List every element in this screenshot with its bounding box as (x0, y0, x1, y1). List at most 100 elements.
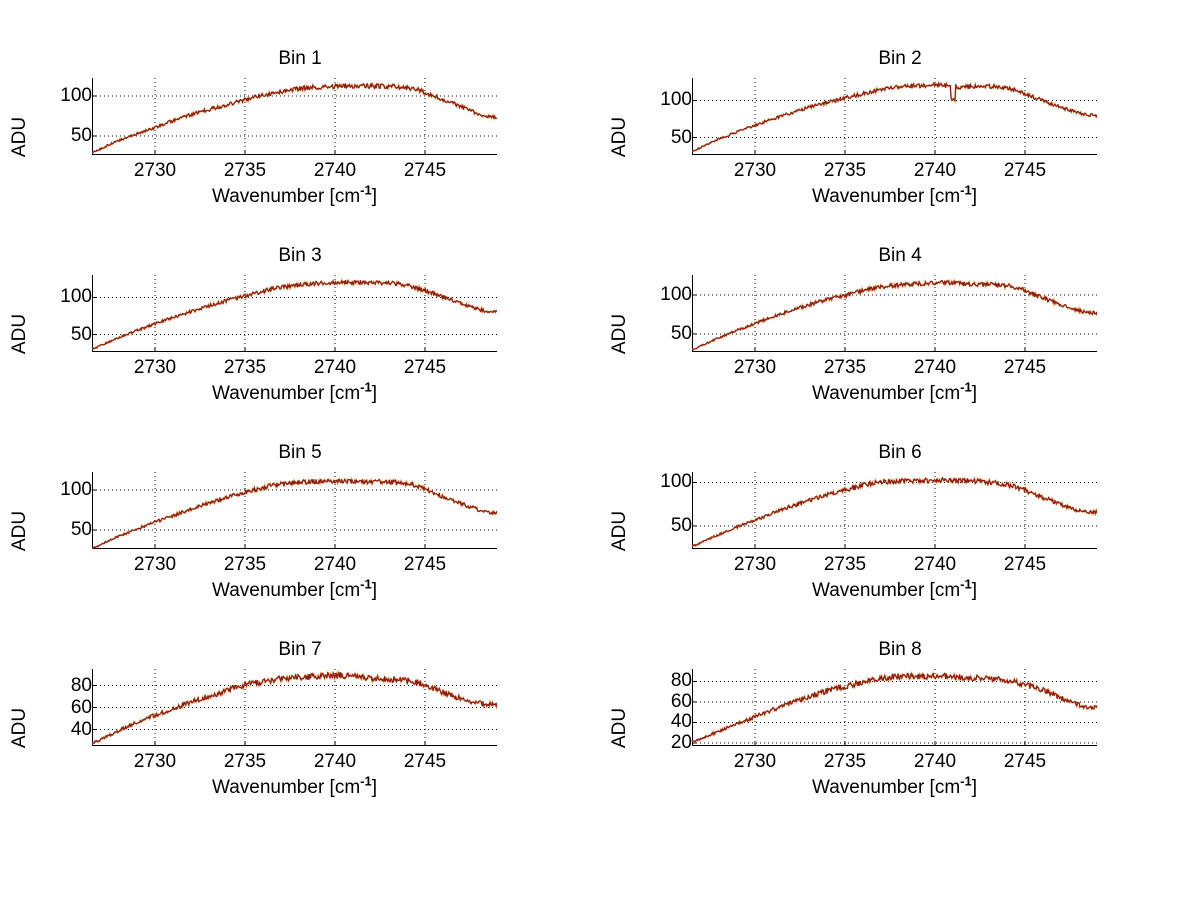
spectrum-trace (692, 672, 1097, 742)
x-axis-label: Wavenumber [cm-1] (692, 182, 1097, 208)
y-tick-labels: 50 100 (640, 468, 692, 568)
x-axis-label-exponent: -1 (960, 379, 972, 395)
panel-title: Bin 8 (878, 639, 922, 660)
spectrum-trace (692, 279, 1097, 351)
x-axis-label-bracket: ] (971, 383, 977, 404)
y-tick-labels: 50 100 (40, 468, 92, 568)
panel-title: Bin 6 (878, 442, 922, 463)
x-axis-label-bracket: ] (971, 186, 977, 207)
x-tick-label: 2735 (823, 554, 867, 575)
spectrum-trace (692, 477, 1097, 547)
spectrum-trace-under (92, 81, 497, 154)
y-axis-label: ADU (9, 510, 30, 552)
spectrum-trace (692, 82, 1097, 152)
plot-area (92, 78, 497, 156)
x-tick-label: 2745 (403, 357, 447, 378)
y-tick-labels: 20 40 60 80 (640, 665, 692, 765)
axes-area: ADU 50 100 2730 2735 2740 2745 Wavenumber [cm-1… (0, 271, 600, 437)
y-tick-labels: 50 100 (640, 271, 692, 371)
plot-panel-bin-1: Bin 1 ADU 50 100 2730 2735 2740 2745 Wavenumber … (0, 40, 600, 240)
x-tick-labels: 2730 2735 2740 2745 (692, 357, 1097, 383)
x-axis-label-text: Wavenumber [cm (811, 186, 961, 207)
y-tick-label: 50 (70, 125, 92, 147)
axes-area: ADU 50 100 2730 2735 2740 2745 Wavenumber [cm-1… (600, 468, 1200, 634)
y-tick-label: 60 (670, 690, 692, 712)
x-axis-label-exponent: -1 (360, 773, 372, 789)
plot-panel-bin-5: Bin 5 ADU 50 100 2730 2735 2740 2745 Wavenumber … (0, 434, 600, 634)
x-tick-label: 2735 (223, 554, 267, 575)
x-axis-label-exponent: -1 (960, 773, 972, 789)
x-tick-label: 2740 (913, 160, 957, 181)
x-tick-labels: 2730 2735 2740 2745 (92, 160, 497, 186)
x-axis-label: Wavenumber [cm-1] (692, 379, 1097, 405)
y-tick-label: 100 (660, 471, 692, 493)
plot-area (92, 669, 497, 747)
y-tick-label: 80 (70, 674, 92, 696)
x-axis-label-text: Wavenumber [cm (811, 580, 961, 601)
x-tick-label: 2740 (313, 160, 357, 181)
spectrum-trace-under (692, 80, 1097, 153)
y-tick-label: 50 (670, 515, 692, 537)
y-tick-label: 50 (670, 322, 692, 344)
x-tick-label: 2730 (133, 357, 177, 378)
y-axis-label: ADU (609, 510, 630, 552)
x-tick-label: 2735 (823, 357, 867, 378)
x-tick-label: 2735 (823, 751, 867, 772)
x-axis-label-exponent: -1 (360, 182, 372, 198)
x-axis-label: Wavenumber [cm-1] (692, 576, 1097, 602)
x-tick-label: 2745 (403, 554, 447, 575)
axes-area: ADU 50 100 2730 2735 2740 2745 Wavenumber [cm-1… (600, 74, 1200, 240)
plot-panel-bin-7: Bin 7 ADU 40 60 80 2730 2735 2740 2745 Wavenumber… (0, 631, 600, 831)
y-tick-labels: 50 100 (40, 271, 92, 371)
x-axis-label: Wavenumber [cm-1] (92, 379, 497, 405)
x-axis-label-text: Wavenumber [cm (811, 383, 961, 404)
x-tick-label: 2730 (133, 751, 177, 772)
plot-panel-bin-3: Bin 3 ADU 50 100 2730 2735 2740 2745 Wavenumber … (0, 237, 600, 437)
x-axis-label-text: Wavenumber [cm (211, 777, 361, 798)
x-axis-label: Wavenumber [cm-1] (92, 578, 497, 602)
y-tick-labels: 40 60 80 (40, 665, 92, 765)
y-axis-label: ADU (9, 313, 30, 355)
plot-area (692, 78, 1097, 156)
spectrum-trace (92, 279, 497, 350)
x-axis-label-exponent: -1 (960, 182, 972, 198)
plot-panel-bin-8: Bin 8 ADU 20 40 60 80 2730 2735 2740 2745 Wavenumb… (600, 631, 1200, 831)
y-tick-label: 50 (70, 323, 92, 345)
x-tick-labels: 2730 2735 2740 2745 (692, 554, 1097, 580)
y-tick-labels: 50 100 (40, 74, 92, 174)
x-axis-label-text: Wavenumber [cm (811, 777, 961, 798)
x-tick-label: 2745 (1003, 160, 1047, 181)
x-tick-labels: 2730 2735 2740 2745 (92, 751, 497, 777)
x-axis-label: Wavenumber [cm-1] (92, 182, 497, 208)
y-axis-label: ADU (9, 116, 30, 158)
axes-area: ADU 40 60 80 2730 2735 2740 2745 Wavenumber [cm-… (0, 665, 600, 831)
x-axis-label-exponent: -1 (960, 576, 972, 592)
x-tick-label: 2735 (223, 160, 267, 181)
x-tick-label: 2740 (313, 357, 357, 378)
spectrum-trace-under (692, 278, 1097, 351)
x-axis-label-bracket: ] (371, 777, 377, 798)
spectrum-trace-under (692, 671, 1097, 743)
plot-area (692, 472, 1097, 550)
x-tick-labels: 2730 2735 2740 2745 (92, 554, 497, 580)
x-tick-labels: 2730 2735 2740 2745 (92, 357, 497, 383)
x-axis-label-text: Wavenumber [cm (211, 580, 361, 601)
x-tick-label: 2735 (223, 751, 267, 772)
spectrum-trace (92, 83, 497, 153)
x-tick-label: 2730 (733, 751, 777, 772)
x-tick-label: 2740 (913, 554, 957, 575)
axes-area: ADU 50 100 2730 2735 2740 2745 Wavenumber [cm-1… (0, 74, 600, 240)
x-tick-label: 2730 (733, 160, 777, 181)
panel-title: Bin 5 (278, 442, 322, 463)
x-tick-label: 2730 (733, 554, 777, 575)
panel-title: Bin 3 (278, 245, 322, 266)
y-axis-label: ADU (609, 707, 630, 749)
panel-title: Bin 7 (278, 639, 322, 660)
plot-panel-bin-2: Bin 2 ADU 50 100 2730 2735 2740 2745 Wavenumber … (600, 40, 1200, 240)
x-tick-label: 2745 (403, 751, 447, 772)
x-axis-label-exponent: -1 (360, 379, 372, 395)
x-axis-label-text: Wavenumber [cm (211, 186, 361, 207)
x-tick-label: 2740 (313, 554, 357, 575)
y-axis-label: ADU (609, 313, 630, 355)
plot-area (692, 275, 1097, 353)
